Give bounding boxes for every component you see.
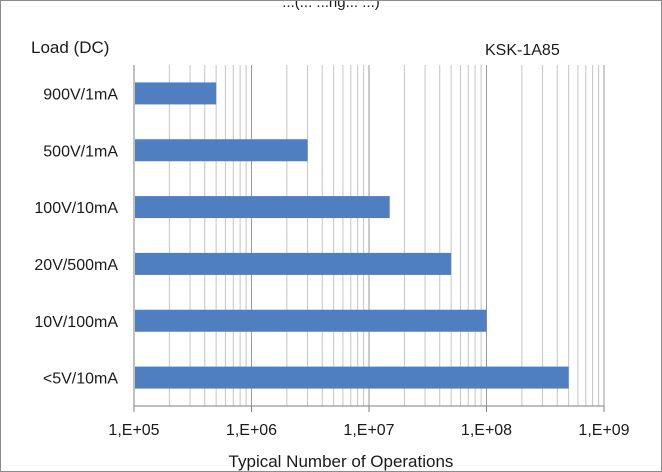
bar-2 [135, 196, 390, 219]
bar-5 [135, 366, 569, 389]
x-axis-title: Typical Number of Operations [229, 452, 454, 471]
x-tick-label: 1,E+06 [226, 422, 277, 439]
bar-4 [135, 309, 487, 332]
category-label: 10V/100mA [34, 314, 118, 331]
x-tick-label: 1,E+05 [108, 422, 159, 439]
category-label: 20V/500mA [34, 257, 118, 274]
bar-0 [135, 82, 217, 105]
category-label: 900V/1mA [43, 86, 118, 103]
bar-1 [135, 139, 308, 162]
partial-title-text: ...(... ...ng... ...) [282, 1, 380, 11]
category-label: 100V/10mA [34, 200, 118, 217]
category-label: <5V/10mA [43, 371, 118, 388]
axis-layer: 1,E+05 1,E+06 1,E+07 1,E+08 1,E+09 900V/1mA 50… [34, 65, 630, 439]
x-tick-label: 1,E+09 [578, 422, 629, 439]
grid-layer [133, 65, 605, 406]
x-tick-label: 1,E+07 [343, 422, 394, 439]
bars-layer [135, 82, 569, 389]
bar-3 [135, 252, 452, 275]
category-label: 500V/1mA [43, 143, 118, 160]
y-axis-title: Load (DC) [31, 38, 109, 57]
x-tick-label: 1,E+08 [461, 422, 512, 439]
model-annotation: KSK-1A85 [485, 42, 560, 59]
